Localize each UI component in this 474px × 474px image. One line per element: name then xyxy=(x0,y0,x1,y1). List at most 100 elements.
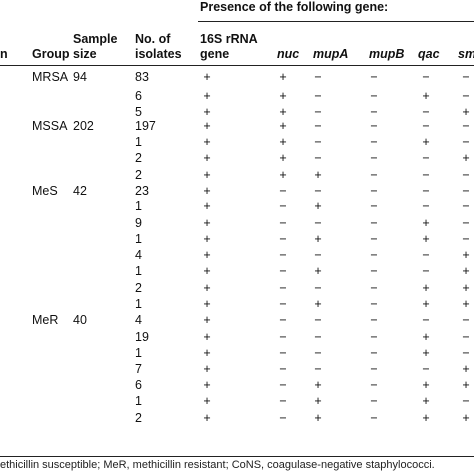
cell-mupb: − xyxy=(370,89,378,103)
cell-mupa: + xyxy=(314,411,322,425)
cell-mupa: − xyxy=(314,151,322,165)
cell-size: 42 xyxy=(73,184,87,198)
cell-mupb: − xyxy=(370,70,378,84)
cell-nuc: − xyxy=(279,184,287,198)
col-header-nuc: nuc xyxy=(277,47,300,61)
cell-mupa: + xyxy=(314,394,322,408)
cell-nuc: − xyxy=(279,232,287,246)
cell-mupb: − xyxy=(370,105,378,119)
cell-mupb: − xyxy=(370,184,378,198)
cell-nuc: − xyxy=(279,411,287,425)
cell-r: + xyxy=(203,232,211,246)
cell-mupb: − xyxy=(370,168,378,182)
cell-sm: − xyxy=(462,135,470,149)
col-header-mupb: mupB xyxy=(369,47,405,61)
cell-n: 1 xyxy=(135,135,142,149)
cell-nuc: − xyxy=(279,297,287,311)
col-header-qac: qac xyxy=(418,47,440,61)
cell-mupb: − xyxy=(370,248,378,262)
cell-mupa: + xyxy=(314,232,322,246)
cell-mupa: − xyxy=(314,119,322,133)
cell-qac: − xyxy=(422,119,430,133)
cell-n: 197 xyxy=(135,119,156,133)
cell-mupb: − xyxy=(370,232,378,246)
cell-qac: − xyxy=(422,184,430,198)
cell-r: + xyxy=(203,411,211,425)
cell-qac: − xyxy=(422,313,430,327)
cell-sm: − xyxy=(462,199,470,213)
cell-n: 1 xyxy=(135,346,142,360)
cell-n: 1 xyxy=(135,232,142,246)
cell-sm: − xyxy=(462,70,470,84)
cell-qac: + xyxy=(422,411,430,425)
cell-sm: − xyxy=(462,346,470,360)
cell-qac: − xyxy=(422,248,430,262)
span-header: Presence of the following gene: xyxy=(200,0,389,14)
cell-mupb: − xyxy=(370,281,378,295)
cell-nuc: − xyxy=(279,378,287,392)
col-header-sample-2: size xyxy=(73,47,97,61)
cell-sm: + xyxy=(462,248,470,262)
cell-r: + xyxy=(203,378,211,392)
cell-mupa: − xyxy=(314,184,322,198)
cell-nuc: − xyxy=(279,394,287,408)
bottom-rule xyxy=(0,456,474,457)
cell-qac: + xyxy=(422,232,430,246)
cell-qac: + xyxy=(422,394,430,408)
cell-sm: − xyxy=(462,184,470,198)
cell-r: + xyxy=(203,330,211,344)
cell-r: + xyxy=(203,105,211,119)
cell-r: + xyxy=(203,313,211,327)
cell-size: 202 xyxy=(73,119,94,133)
cell-n: 2 xyxy=(135,281,142,295)
cell-mupa: − xyxy=(314,70,322,84)
cell-nuc: − xyxy=(279,362,287,376)
cell-mupb: − xyxy=(370,411,378,425)
cell-r: + xyxy=(203,89,211,103)
cell-mupb: − xyxy=(370,199,378,213)
cell-size: 94 xyxy=(73,70,87,84)
cell-sm: + xyxy=(462,281,470,295)
cell-mupa: − xyxy=(314,281,322,295)
cell-n: 19 xyxy=(135,330,149,344)
cell-mupb: − xyxy=(370,362,378,376)
cell-n: 6 xyxy=(135,89,142,103)
span-header-rule xyxy=(198,21,474,22)
cell-r: + xyxy=(203,346,211,360)
cell-sm: − xyxy=(462,89,470,103)
cell-r: + xyxy=(203,362,211,376)
cell-sm: − xyxy=(462,330,470,344)
cell-sm: − xyxy=(462,119,470,133)
cell-n: 2 xyxy=(135,411,142,425)
cell-qac: − xyxy=(422,168,430,182)
cell-qac: − xyxy=(422,199,430,213)
cell-mupb: − xyxy=(370,216,378,230)
cell-r: + xyxy=(203,394,211,408)
cell-nuc: + xyxy=(279,151,287,165)
cell-r: + xyxy=(203,216,211,230)
cell-nuc: + xyxy=(279,168,287,182)
cell-sm: − xyxy=(462,394,470,408)
cell-qac: − xyxy=(422,70,430,84)
cell-mupa: − xyxy=(314,89,322,103)
cell-r: + xyxy=(203,151,211,165)
cell-qac: + xyxy=(422,297,430,311)
cell-mupa: − xyxy=(314,248,322,262)
cell-qac: − xyxy=(422,105,430,119)
cell-n: 9 xyxy=(135,216,142,230)
cell-n: 4 xyxy=(135,248,142,262)
cell-nuc: − xyxy=(279,264,287,278)
cell-mupb: − xyxy=(370,135,378,149)
cell-sm: + xyxy=(462,378,470,392)
col-header-group: Group xyxy=(32,47,70,61)
cell-qac: + xyxy=(422,135,430,149)
cell-group: MeR xyxy=(32,313,59,327)
cell-nuc: + xyxy=(279,70,287,84)
cell-r: + xyxy=(203,135,211,149)
cell-n: 23 xyxy=(135,184,149,198)
cell-r: + xyxy=(203,184,211,198)
cell-r: + xyxy=(203,168,211,182)
cell-n: 1 xyxy=(135,297,142,311)
cell-group: MeS xyxy=(32,184,58,198)
cell-mupb: − xyxy=(370,297,378,311)
